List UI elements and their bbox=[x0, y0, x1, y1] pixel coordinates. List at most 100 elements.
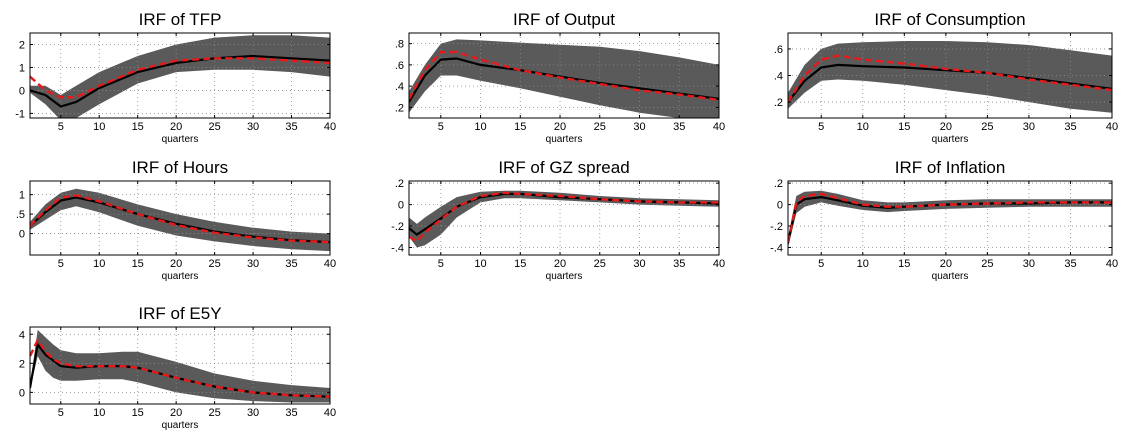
y-tick-label: .2 bbox=[774, 178, 783, 190]
x-tick-label: 40 bbox=[713, 258, 725, 270]
x-tick-label: 15 bbox=[898, 258, 910, 270]
y-tick-label: 2 bbox=[19, 358, 25, 370]
x-axis-label: quarters bbox=[162, 271, 199, 282]
axis-box bbox=[787, 180, 1113, 256]
axis-box bbox=[29, 180, 331, 256]
x-tick-label: 5 bbox=[438, 121, 444, 133]
x-tick-label: 10 bbox=[93, 407, 105, 419]
x-tick-label: 25 bbox=[981, 258, 993, 270]
x-axis-label: quarters bbox=[546, 271, 583, 282]
y-tick-label: 1 bbox=[19, 62, 25, 74]
x-tick-label: 35 bbox=[1064, 258, 1076, 270]
x-tick-label: 20 bbox=[554, 258, 566, 270]
x-tick-label: 40 bbox=[324, 407, 336, 419]
x-axis-label: quarters bbox=[932, 271, 969, 282]
panel-title: IRF of Consumption bbox=[874, 10, 1025, 29]
model-line bbox=[30, 338, 330, 398]
y-tick-label: 2 bbox=[19, 39, 25, 51]
x-axis-label: quarters bbox=[162, 134, 199, 145]
x-tick-label: 10 bbox=[93, 121, 105, 133]
y-tick-label: -.2 bbox=[770, 221, 783, 233]
y-tick-label: .2 bbox=[395, 178, 404, 190]
x-tick-label: 10 bbox=[474, 258, 486, 270]
x-tick-label: 5 bbox=[58, 258, 64, 270]
y-tick-label: .2 bbox=[774, 97, 783, 109]
x-tick-label: 25 bbox=[208, 258, 220, 270]
axis-box bbox=[408, 32, 720, 119]
y-tick-label: .4 bbox=[395, 81, 404, 93]
x-tick-label: 35 bbox=[285, 407, 297, 419]
y-tick-label: .6 bbox=[395, 60, 404, 72]
confidence-band bbox=[30, 35, 330, 118]
x-tick-label: 40 bbox=[324, 258, 336, 270]
plot-area bbox=[30, 33, 330, 118]
x-tick-label: 5 bbox=[58, 407, 64, 419]
x-tick-label: 20 bbox=[554, 121, 566, 133]
irf-panel-4: IRF of Hours 5 10 15 20 25 30 35 40 0 .5 1 quarters bbox=[16, 158, 336, 282]
y-tick-label: -.4 bbox=[770, 242, 783, 254]
x-tick-label: 15 bbox=[898, 121, 910, 133]
x-tick-label: 20 bbox=[170, 407, 182, 419]
axis-box bbox=[408, 180, 720, 256]
x-tick-label: 35 bbox=[285, 258, 297, 270]
y-tick-label: 4 bbox=[19, 329, 25, 341]
plot-area bbox=[30, 327, 330, 404]
y-tick-label: 0 bbox=[19, 387, 25, 399]
y-tick-label: .2 bbox=[395, 102, 404, 114]
median-line bbox=[30, 54, 330, 108]
panel-title: IRF of GZ spread bbox=[498, 158, 629, 177]
y-tick-label: .6 bbox=[774, 44, 783, 56]
x-tick-label: 20 bbox=[940, 258, 952, 270]
x-tick-label: 20 bbox=[170, 121, 182, 133]
x-tick-label: 25 bbox=[981, 121, 993, 133]
y-tick-label: 0 bbox=[777, 200, 783, 212]
x-tick-label: 25 bbox=[594, 258, 606, 270]
x-tick-label: 40 bbox=[1106, 258, 1118, 270]
x-tick-label: 40 bbox=[713, 121, 725, 133]
axis-box bbox=[29, 32, 331, 119]
y-tick-label: -.2 bbox=[391, 221, 404, 233]
panel-title: IRF of Inflation bbox=[895, 158, 1006, 177]
x-tick-label: 10 bbox=[93, 258, 105, 270]
x-tick-label: 30 bbox=[1023, 121, 1035, 133]
irf-panel-2: IRF of Output 5 10 15 20 25 30 35 40 .2 .4 .6 .8 quar… bbox=[395, 10, 725, 145]
x-axis-label: quarters bbox=[932, 134, 969, 145]
x-tick-label: 15 bbox=[132, 407, 144, 419]
x-tick-label: 15 bbox=[132, 258, 144, 270]
x-tick-label: 10 bbox=[857, 258, 869, 270]
x-tick-label: 5 bbox=[438, 258, 444, 270]
axis-box bbox=[29, 326, 331, 405]
x-tick-label: 15 bbox=[514, 258, 526, 270]
x-tick-label: 30 bbox=[247, 407, 259, 419]
x-tick-label: 40 bbox=[1106, 121, 1118, 133]
x-tick-label: 20 bbox=[940, 121, 952, 133]
confidence-band bbox=[409, 190, 719, 248]
plot-area bbox=[409, 181, 719, 255]
model-line bbox=[409, 50, 719, 102]
irf-panel-3: IRF of Consumption 5 10 15 20 25 30 35 40 .2 .4 .6 q… bbox=[774, 10, 1118, 145]
confidence-band bbox=[788, 41, 1112, 113]
x-tick-label: 30 bbox=[247, 258, 259, 270]
panel-title: IRF of Hours bbox=[132, 158, 228, 177]
panel-title: IRF of E5Y bbox=[138, 304, 221, 323]
median-line bbox=[788, 63, 1112, 103]
x-axis-label: quarters bbox=[162, 420, 199, 431]
x-tick-label: 40 bbox=[324, 121, 336, 133]
x-tick-label: 5 bbox=[818, 258, 824, 270]
panel-title: IRF of TFP bbox=[139, 10, 222, 29]
x-tick-label: 35 bbox=[673, 258, 685, 270]
x-tick-label: 30 bbox=[1023, 258, 1035, 270]
model-line bbox=[409, 191, 719, 243]
y-tick-label: 1 bbox=[19, 190, 25, 202]
x-tick-label: 10 bbox=[857, 121, 869, 133]
x-tick-label: 30 bbox=[633, 121, 645, 133]
plot-area bbox=[409, 33, 719, 118]
y-tick-label: .8 bbox=[395, 39, 404, 51]
x-tick-label: 30 bbox=[247, 121, 259, 133]
plot-area bbox=[788, 181, 1112, 255]
irf-panel-5: IRF of GZ spread 5 10 15 20 25 30 35 40 -.4 -.2 0 .2… bbox=[391, 158, 725, 282]
model-line bbox=[788, 192, 1112, 243]
panel-title: IRF of Output bbox=[513, 10, 615, 29]
irf-panel-7: IRF of E5Y 5 10 15 20 25 30 35 40 0 2 4 quarters bbox=[19, 304, 336, 431]
